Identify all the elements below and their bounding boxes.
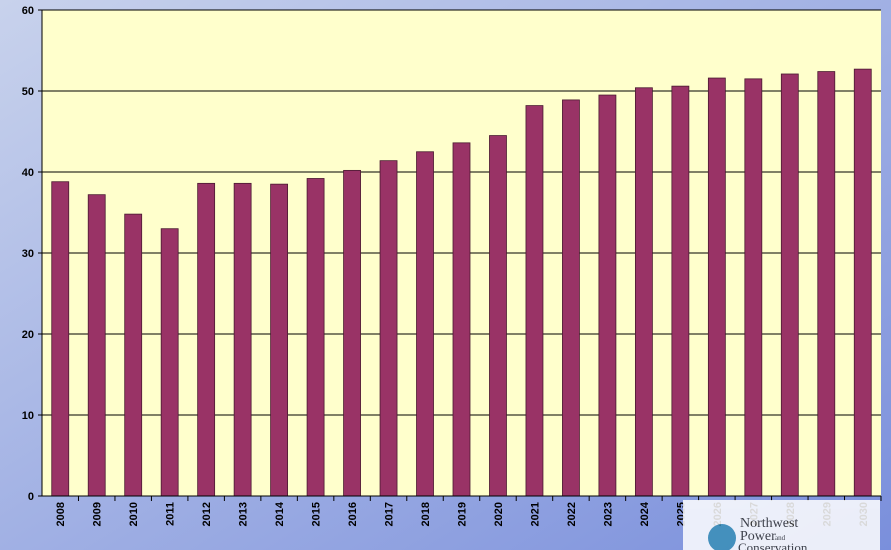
x-tick-label: 2012 (201, 502, 213, 526)
bar (270, 183, 289, 497)
y-tick-label: 30 (22, 248, 34, 260)
bar (160, 228, 179, 497)
bar (525, 105, 544, 497)
x-tick-label: 2017 (384, 502, 396, 526)
x-tick-label: 2024 (639, 501, 651, 526)
logo-text: Northwest (740, 516, 798, 531)
x-tick-label: 2015 (311, 502, 323, 526)
bar (416, 151, 434, 497)
y-tick-label: 0 (28, 491, 34, 503)
x-tick-label: 2010 (128, 502, 140, 526)
x-tick-label: 2013 (238, 502, 250, 526)
x-tick-label: 2011 (165, 502, 177, 526)
logo-text: Power (740, 529, 776, 544)
bar (634, 87, 653, 497)
bar (707, 77, 726, 497)
bar (343, 169, 361, 497)
bar (744, 78, 763, 497)
logo-text: Conservation (738, 540, 808, 550)
y-tick-label: 10 (22, 410, 34, 422)
bar (598, 94, 617, 497)
x-tick-label: 2023 (602, 502, 614, 526)
logo-text: and (775, 534, 786, 542)
x-tick-label: 2014 (274, 501, 286, 526)
bar (853, 68, 872, 497)
x-tick-label: 2018 (420, 502, 432, 526)
bar (489, 135, 507, 497)
bar (51, 181, 70, 497)
bar (817, 71, 836, 497)
x-tick-label: 2019 (457, 502, 469, 526)
x-tick-label: 2009 (92, 502, 104, 526)
y-tick-label: 50 (22, 86, 34, 98)
x-tick-label: 2020 (493, 502, 505, 526)
bar (562, 99, 580, 497)
x-tick-label: 2016 (347, 502, 359, 526)
bar (780, 73, 799, 497)
bar (197, 182, 216, 497)
x-tick-label: 2021 (529, 502, 541, 526)
x-tick-label: 2022 (566, 502, 578, 526)
bar (306, 178, 325, 497)
bar (671, 85, 690, 497)
logo-icon (708, 524, 736, 550)
bar (233, 182, 252, 497)
bar (124, 213, 143, 497)
y-tick-label: 60 (22, 5, 34, 17)
bar (87, 194, 106, 497)
y-tick-label: 20 (22, 329, 34, 341)
bar (452, 142, 471, 497)
bar (379, 160, 398, 497)
y-tick-label: 40 (22, 167, 34, 179)
x-tick-label: 2008 (55, 502, 67, 526)
